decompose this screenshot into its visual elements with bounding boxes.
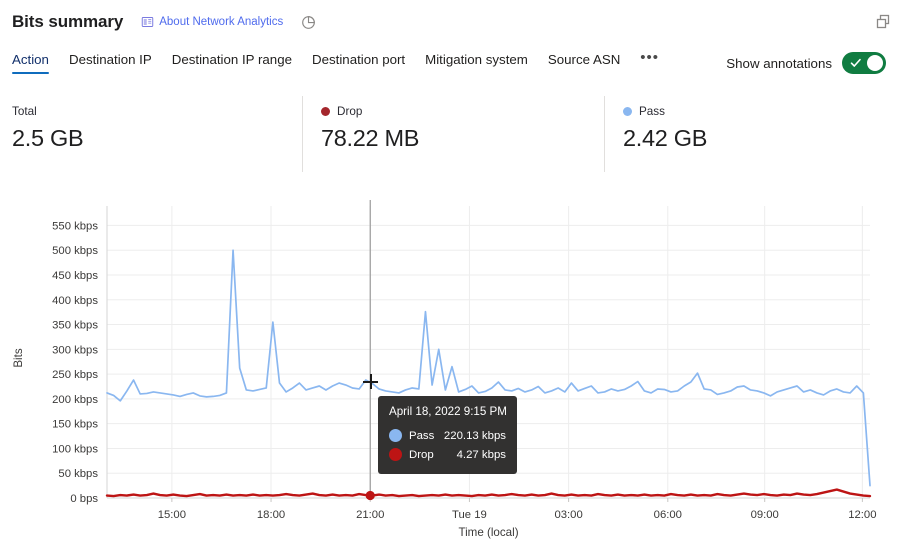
tab-label: Action [12, 52, 49, 67]
show-annotations-toggle[interactable] [842, 52, 886, 74]
check-icon [850, 58, 861, 67]
x-axis-tick-label: 18:00 [257, 509, 285, 521]
show-annotations-label: Show annotations [726, 55, 832, 71]
y-axis-tick-label: 400 kbps [52, 295, 98, 307]
tab-label: Source ASN [547, 52, 621, 67]
tooltip-row-drop: Drop 4.27 kbps [389, 445, 506, 464]
x-axis-tick-label: Tue 19 [452, 509, 487, 521]
book-icon [141, 16, 154, 28]
tooltip-series-value: 220.13 kbps [443, 429, 506, 442]
tab-destination-ip-range[interactable]: Destination IP range [162, 48, 302, 76]
metric-header: Drop [321, 100, 604, 122]
open-in-new-window-icon [875, 14, 891, 30]
y-axis-tick-label: 250 kbps [52, 369, 98, 381]
tab-list: Action Destination IP Destination IP ran… [12, 48, 669, 76]
metric-label: Pass [639, 104, 665, 118]
metric-value: 2.5 GB [12, 125, 84, 151]
y-axis-tick-label: 200 kbps [52, 394, 98, 406]
crosshair-cursor [363, 374, 378, 389]
page-title: Bits summary [12, 12, 124, 31]
y-axis-tick-label: 500 kbps [52, 245, 98, 257]
tab-destination-port[interactable]: Destination port [302, 48, 415, 76]
tab-destination-ip[interactable]: Destination IP [59, 48, 162, 76]
metric-header: Total [12, 100, 302, 122]
panel-header: Bits summary About Network Analytics [0, 0, 906, 44]
hover-point-drop [365, 490, 375, 501]
x-axis-tick-label: 06:00 [654, 509, 682, 521]
metric-card-total: Total 2.5 GB [0, 96, 302, 172]
metric-label: Drop [337, 104, 363, 118]
tooltip-series-name: Pass [409, 429, 435, 442]
tab-action[interactable]: Action [12, 48, 59, 76]
chart-tooltip: April 18, 2022 9:15 PM Pass 220.13 kbps … [378, 396, 517, 474]
y-axis-tick-label: 350 kbps [52, 320, 98, 332]
drop-legend-dot [321, 106, 330, 116]
pass-series-line [106, 249, 871, 487]
about-link-label: About Network Analytics [159, 16, 284, 28]
tab-label: Destination IP [68, 52, 152, 67]
y-axis-tick-label: 450 kbps [52, 270, 98, 282]
metric-card-pass: Pass 2.42 GB [604, 96, 906, 172]
pie-chart-icon[interactable] [283, 15, 316, 30]
about-network-analytics-link[interactable]: About Network Analytics [141, 16, 283, 28]
x-axis-tick-label: 15:00 [158, 509, 186, 521]
x-axis-tick-label: 12:00 [848, 509, 876, 521]
tab-label: Destination IP range [171, 52, 292, 67]
tab-label: Mitigation system [425, 52, 528, 67]
metric-value: 78.22 MB [321, 125, 420, 151]
tab-source-asn[interactable]: Source ASN [538, 48, 630, 76]
tab-overflow-menu-button[interactable]: ••• [630, 48, 669, 75]
bits-time-series-chart[interactable]: 0 bps 50 kbps 100 kbps 150 kbps 200 kbps 250 … [0, 188, 906, 551]
x-axis-tick-label: 21:00 [356, 509, 384, 521]
show-annotations-control: Show annotations [726, 52, 886, 74]
metric-card-row: Total 2.5 GB Drop 78.22 MB Pass 2.42 GB [0, 96, 906, 172]
toggle-knob [867, 55, 883, 71]
tab-mitigation-system[interactable]: Mitigation system [415, 48, 538, 76]
y-axis-tick-label: 300 kbps [52, 344, 98, 356]
open-in-new-window-button[interactable] [870, 10, 896, 34]
x-axis-tick-label: 03:00 [554, 509, 582, 521]
metric-card-drop: Drop 78.22 MB [302, 96, 604, 172]
x-axis-title: Time (local) [458, 526, 518, 539]
drop-dot-icon [389, 448, 402, 461]
metric-value: 2.42 GB [623, 125, 708, 151]
chart-svg: 0 bps 50 kbps 100 kbps 150 kbps 200 kbps 250 … [12, 200, 877, 539]
tooltip-series-name: Drop [409, 448, 434, 461]
tooltip-row-pass: Pass 220.13 kbps [389, 426, 506, 445]
tab-bar: Action Destination IP Destination IP ran… [0, 48, 906, 86]
drop-series-line [105, 488, 872, 498]
pass-legend-dot [623, 106, 632, 116]
y-axis-tick-label: 0 bps [70, 493, 98, 505]
pass-dot-icon [389, 429, 402, 442]
tab-label: Destination port [312, 52, 406, 67]
y-axis-tick-label: 150 kbps [52, 419, 98, 431]
tooltip-timestamp: April 18, 2022 9:15 PM [389, 405, 507, 418]
metric-label: Total [12, 104, 37, 118]
y-axis-title: Bits [12, 348, 25, 368]
y-axis-tick-label: 100 kbps [52, 443, 98, 455]
metric-header: Pass [623, 100, 906, 122]
tooltip-series-value: 4.27 kbps [456, 448, 506, 461]
y-axis-tick-label: 550 kbps [52, 220, 98, 232]
y-axis-tick-label: 50 kbps [58, 468, 98, 480]
ellipsis-icon: ••• [640, 49, 660, 66]
x-axis-tick-label: 09:00 [751, 509, 779, 521]
